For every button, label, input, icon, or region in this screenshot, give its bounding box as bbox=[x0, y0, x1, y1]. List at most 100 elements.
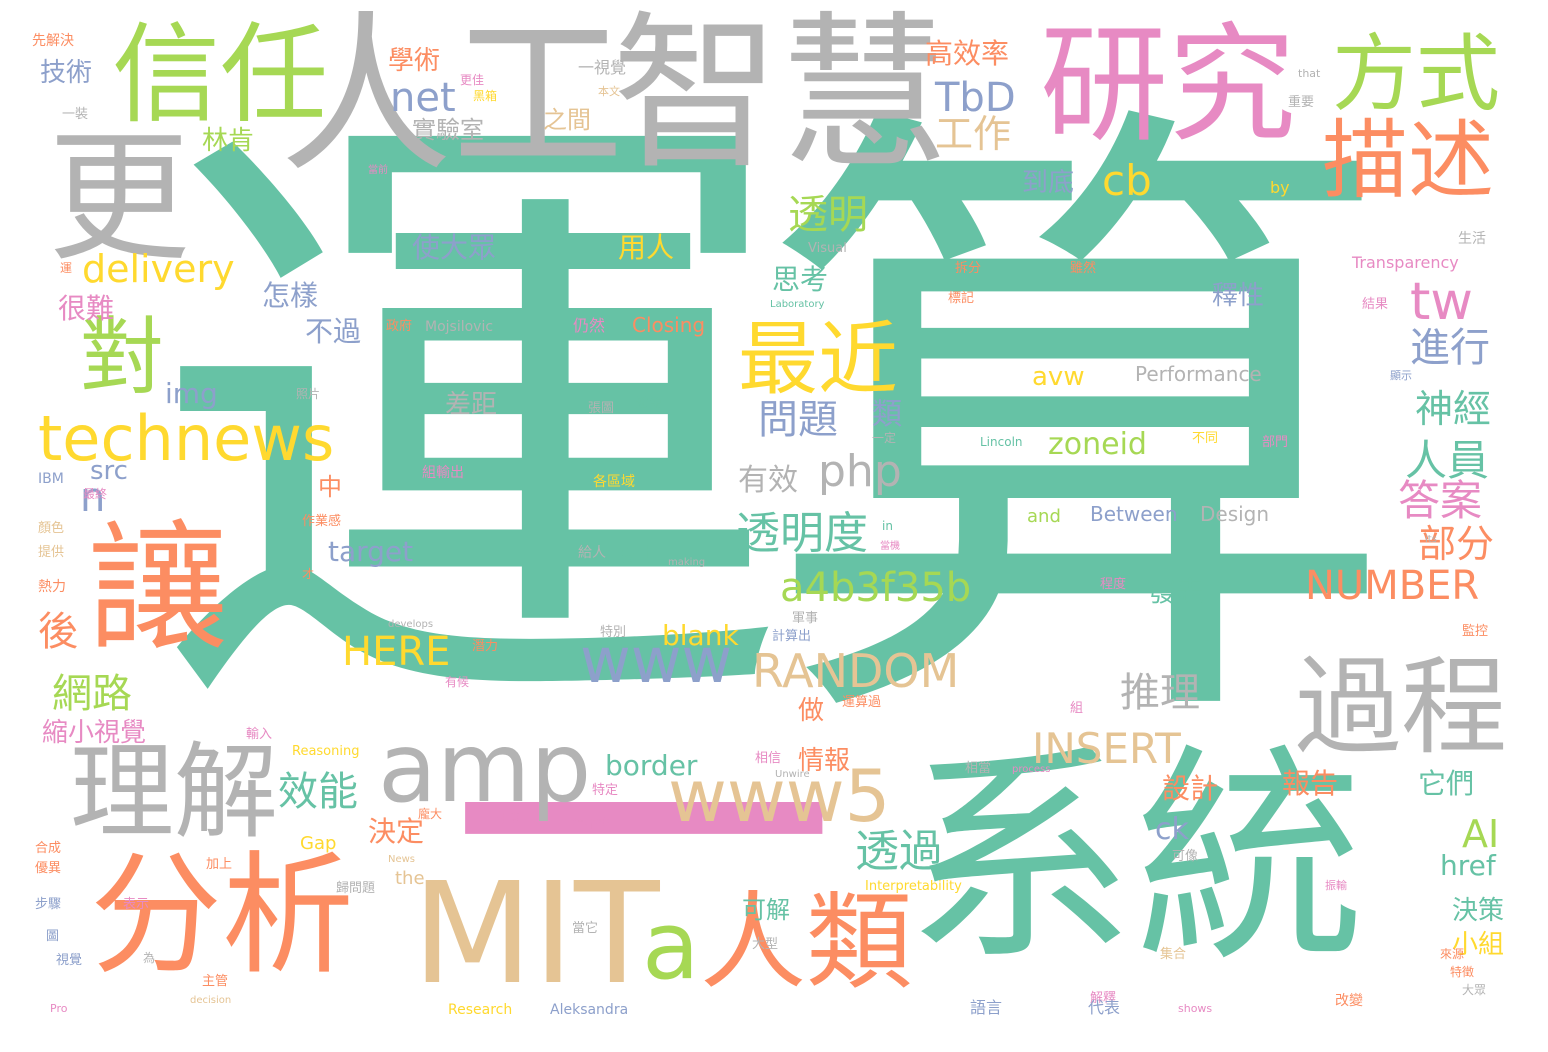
word: 組 bbox=[1070, 701, 1084, 716]
word: 當前 bbox=[368, 165, 388, 176]
word: 政府 bbox=[386, 319, 413, 334]
word: 集合 bbox=[1160, 947, 1187, 962]
word: 最終 bbox=[83, 487, 108, 501]
word: 雖然 bbox=[1070, 261, 1097, 276]
word: 透過 bbox=[855, 826, 943, 877]
word: Mojsilovic bbox=[425, 319, 494, 335]
word: 不同 bbox=[1192, 431, 1219, 446]
word: 部分 bbox=[1418, 522, 1495, 566]
word: 當機 bbox=[880, 541, 900, 552]
word: News bbox=[388, 854, 416, 865]
word: 顏色 bbox=[38, 521, 65, 536]
word: 提供 bbox=[38, 545, 65, 560]
word: 振輸 bbox=[1325, 879, 1347, 892]
word: 先解決 bbox=[32, 33, 74, 49]
word: 理解 bbox=[70, 731, 279, 853]
word: NUMBER bbox=[1305, 563, 1480, 609]
word: Visual bbox=[808, 241, 847, 256]
word: MIT bbox=[412, 853, 660, 1016]
word: 黑箱 bbox=[473, 89, 498, 103]
word: 讓 bbox=[88, 508, 229, 671]
word: 生活 bbox=[1458, 231, 1486, 247]
word: 大型 bbox=[752, 937, 779, 952]
word: 之間 bbox=[543, 106, 591, 134]
word: Laboratory bbox=[770, 299, 825, 310]
word: 高效率 bbox=[925, 37, 1010, 70]
word: 工作 bbox=[935, 112, 1012, 156]
word: 圖 bbox=[46, 929, 60, 944]
word: INSERT bbox=[1032, 724, 1181, 773]
word: 代表 bbox=[1088, 998, 1121, 1017]
word: delivery bbox=[82, 247, 235, 291]
word: 一定 bbox=[872, 431, 897, 445]
word: 部門 bbox=[1262, 435, 1289, 450]
word: 使大眾 bbox=[412, 231, 497, 264]
word: cb bbox=[1102, 156, 1152, 205]
word: 思考 bbox=[772, 263, 829, 296]
word: 一裝 bbox=[62, 107, 89, 122]
word: Pro bbox=[50, 1002, 68, 1015]
word: 決策 bbox=[1452, 896, 1505, 926]
word: 分析 bbox=[90, 839, 354, 993]
word: Performance bbox=[1135, 362, 1262, 386]
word: 釋性 bbox=[1212, 281, 1265, 311]
word: 後 bbox=[38, 609, 78, 655]
word: Closing bbox=[632, 313, 706, 337]
word: 各區域 bbox=[593, 474, 635, 490]
word: img bbox=[165, 377, 218, 410]
word: 怎樣 bbox=[262, 279, 319, 312]
word: 學術 bbox=[388, 46, 441, 76]
word: 不過 bbox=[305, 315, 362, 348]
word: 人類 bbox=[700, 881, 912, 1004]
word: 特徵 bbox=[1450, 965, 1475, 979]
word: 步驟 bbox=[35, 897, 62, 912]
word: 相關 bbox=[496, 811, 523, 826]
word: ck bbox=[1155, 812, 1189, 847]
word: 視覺 bbox=[56, 953, 83, 968]
word: php bbox=[818, 446, 902, 497]
word: 表示 bbox=[123, 897, 150, 912]
word: 運算 bbox=[150, 57, 1400, 802]
word: Lincoln bbox=[980, 435, 1023, 449]
word: 當它 bbox=[572, 921, 599, 936]
word: 標記 bbox=[948, 291, 975, 306]
word: 神經 bbox=[1415, 387, 1492, 431]
word: 縮小視覺 bbox=[42, 718, 147, 748]
word: a4b3f35b bbox=[780, 565, 972, 611]
word: 熱力 bbox=[38, 579, 66, 595]
word: Gap bbox=[300, 833, 337, 854]
word: 人員 bbox=[1405, 436, 1490, 485]
word: and bbox=[1027, 506, 1061, 527]
word: 設計 bbox=[1162, 772, 1219, 805]
word: 特定 bbox=[592, 783, 619, 798]
word: 主管 bbox=[202, 974, 229, 989]
word: 加上 bbox=[206, 857, 233, 872]
word: 小組 bbox=[1452, 930, 1505, 960]
word: 龐大 bbox=[418, 807, 443, 821]
word: TbD bbox=[935, 75, 1016, 121]
word: RANDOM bbox=[752, 644, 960, 698]
word: 重要 bbox=[1288, 95, 1315, 110]
word: 計算出 bbox=[772, 629, 812, 644]
word: 報告 bbox=[1282, 767, 1339, 800]
word: amp bbox=[378, 712, 592, 824]
word: 描述 bbox=[1322, 111, 1494, 211]
word: 顯示 bbox=[1390, 369, 1412, 382]
word: 拆分 bbox=[955, 261, 982, 276]
word: 發表 bbox=[1148, 575, 1205, 608]
word: 信任 bbox=[112, 13, 329, 138]
word: 系統 bbox=[905, 726, 1366, 993]
word: 組輸出 bbox=[422, 465, 464, 481]
word: 透明度 bbox=[736, 508, 868, 559]
word: 改變 bbox=[1335, 993, 1363, 1009]
word: 給人 bbox=[578, 545, 606, 561]
word: the bbox=[395, 868, 425, 889]
word: 技術 bbox=[40, 58, 93, 88]
word: develops bbox=[388, 619, 434, 630]
word: src bbox=[90, 456, 128, 486]
word: 可解 bbox=[742, 896, 790, 924]
word: 一視覺 bbox=[578, 58, 627, 77]
word: 合成 bbox=[35, 841, 62, 856]
word: Between bbox=[1090, 502, 1178, 526]
word: 才 bbox=[302, 567, 315, 581]
